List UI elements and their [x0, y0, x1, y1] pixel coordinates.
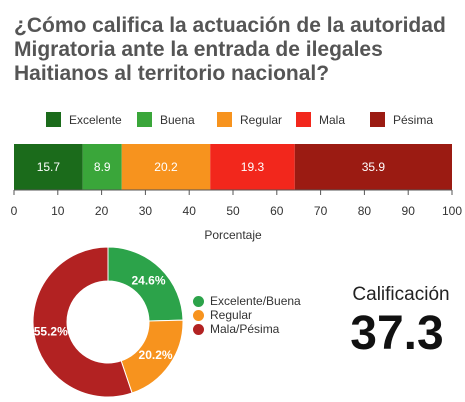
donut-slice-mala-pesima — [32, 246, 133, 398]
legend-item-buena: Buena — [137, 112, 195, 127]
donut-legend: Excelente/Buena Regular Mala/Pésima — [193, 294, 301, 336]
donut-legend-item-excelente-buena: Excelente/Buena — [193, 294, 301, 308]
bar-segment-excelente — [14, 144, 83, 190]
stacked-bar-chart: 15.7 8.9 20.2 19.3 35.9 0 10 20 30 40 50 60 70 80 90 10… — [11, 144, 462, 242]
legend-swatch-pesima — [370, 112, 385, 127]
legend-label-regular: Regular — [240, 112, 283, 127]
donut-slice-label-mala-pesima: 55.2% — [34, 324, 68, 338]
x-tick-label: 70 — [314, 204, 328, 218]
x-tick-label: 40 — [183, 204, 197, 218]
bar-segment-mala — [210, 144, 295, 190]
donut-legend-dot-excelente-buena — [193, 295, 204, 307]
bar-segment-pesima — [294, 144, 452, 190]
legend-item-mala: Mala — [296, 112, 345, 127]
donut-slice-excelente-buena — [107, 246, 184, 322]
legend-item-regular: Regular — [217, 112, 282, 127]
x-axis-title: Porcentaje — [204, 228, 262, 242]
donut-slice-label-regular: 20.2% — [139, 348, 173, 362]
x-tick-label: 100 — [442, 204, 462, 218]
legend-label-buena: Buena — [160, 112, 195, 127]
x-tick-label: 60 — [270, 204, 284, 218]
donut-chart: 24.6% 20.2% 55.2% — [32, 246, 184, 398]
legend-label-pesima: Pésima — [393, 112, 434, 127]
donut-legend-item-regular: Regular — [193, 308, 301, 322]
x-tick-label: 0 — [11, 204, 18, 218]
x-tick-label: 30 — [139, 204, 153, 218]
bar-data-label-pesima: 35.9 — [362, 160, 386, 174]
legend-label-excelente: Excelente — [69, 112, 122, 127]
bar-data-label-buena: 8.9 — [94, 160, 111, 174]
x-tick-label: 50 — [226, 204, 240, 218]
score-value: 37.3 — [350, 307, 444, 360]
x-tick-label: 20 — [95, 204, 109, 218]
legend-swatch-mala — [296, 112, 311, 127]
donut-slice-label-excelente-buena: 24.6% — [131, 273, 165, 287]
donut-legend-dot-regular — [193, 309, 204, 321]
legend-item-pesima: Pésima — [370, 112, 433, 127]
bar-data-label-excelente: 15.7 — [37, 160, 61, 174]
legend-swatch-regular — [217, 112, 232, 127]
chart-title: ¿Cómo califica la actuación de la autori… — [14, 14, 454, 86]
bar-segment-regular — [121, 144, 211, 190]
bar-data-label-regular: 20.2 — [154, 160, 178, 174]
legend-item-excelente: Excelente — [46, 112, 122, 127]
donut-legend-label-excelente-buena: Excelente/Buena — [210, 294, 301, 308]
title-line-3: Haitianos al territorio nacional? — [14, 62, 330, 85]
donut-legend-label-mala-pesima: Mala/Pésima — [210, 322, 280, 336]
donut-legend-item-mala-pesima: Mala/Pésima — [193, 322, 301, 336]
legend-swatch-buena — [137, 112, 152, 127]
donut-legend-dot-mala-pesima — [193, 323, 204, 335]
x-tick-label: 80 — [358, 204, 372, 218]
title-line-1: ¿Cómo califica la actuación de la autori… — [14, 14, 446, 37]
bar-segment-buena — [82, 144, 122, 190]
donut-legend-label-regular: Regular — [210, 308, 253, 322]
x-tick-label: 10 — [51, 204, 65, 218]
title-line-2: Migratoria ante la entrada de ilegales — [14, 38, 383, 61]
legend-swatch-excelente — [46, 112, 61, 127]
legend-label-mala: Mala — [319, 112, 346, 127]
bar-data-label-mala: 19.3 — [241, 160, 265, 174]
x-tick-label: 90 — [402, 204, 416, 218]
score-label: Calificación — [352, 284, 450, 305]
